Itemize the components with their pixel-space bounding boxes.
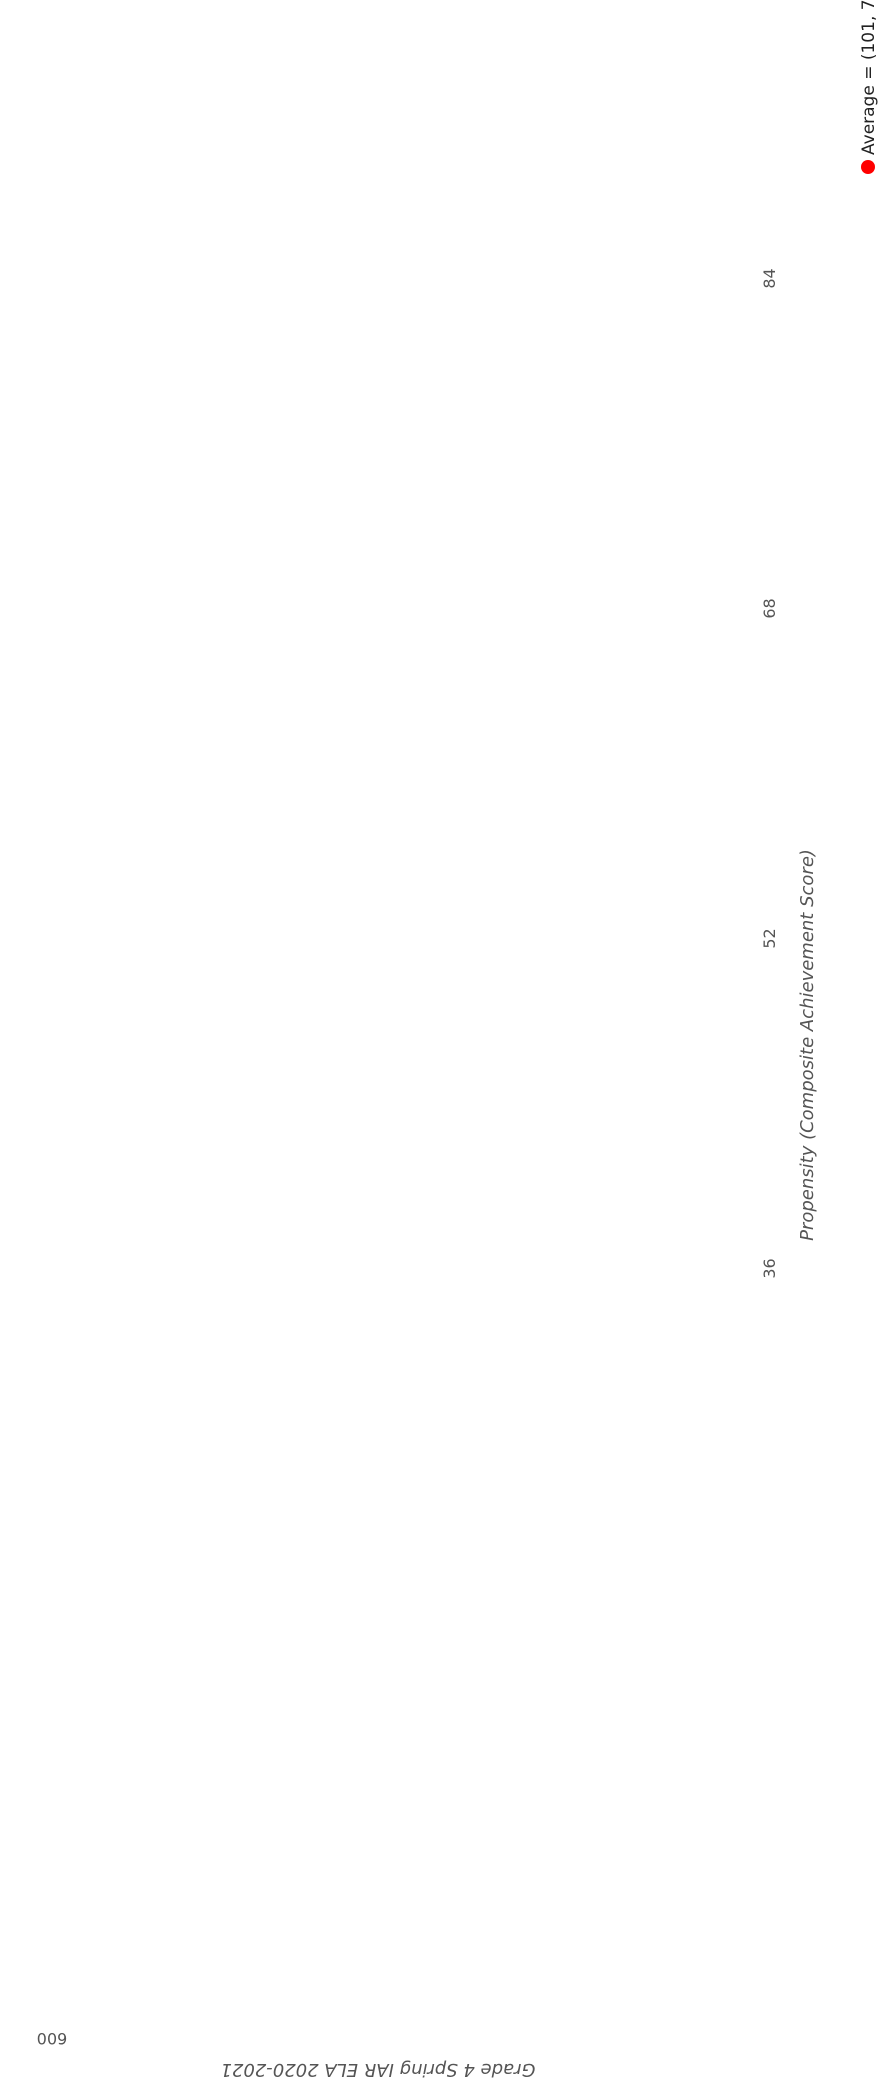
y-axis-label: Grade 4 Spring IAR ELA 2020-2021 bbox=[221, 2059, 536, 2080]
legend-average-label: Average = (101, 746) bbox=[859, 0, 879, 155]
y-tick-label-600: 600 bbox=[37, 2029, 68, 2048]
legend-average-marker bbox=[861, 160, 875, 174]
x-tick-label-68: 68 bbox=[760, 598, 779, 618]
x-tick-label-36: 36 bbox=[760, 1258, 779, 1278]
axis-ticks: 3652688410011613214816460065070075080085… bbox=[37, 268, 779, 2048]
x-tick-label-84: 84 bbox=[760, 268, 779, 288]
legend: Average = (101, 746) bbox=[859, 0, 879, 174]
x-axis-label: Propensity (Composite Achievement Score) bbox=[797, 849, 818, 1241]
x-tick-label-52: 52 bbox=[760, 928, 779, 948]
